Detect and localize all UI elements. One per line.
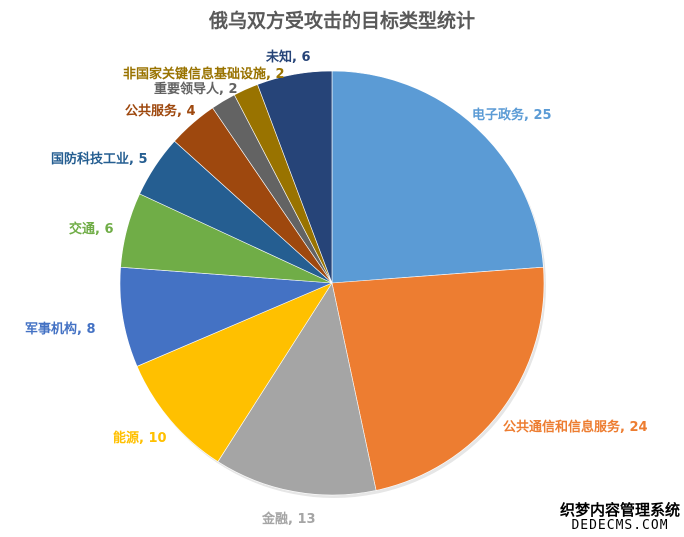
pie-slice bbox=[136, 282, 333, 463]
watermark-cn: 织梦内容管理系统 bbox=[559, 501, 680, 519]
data-label: 非国家关键信息基础设施, 2 bbox=[123, 67, 285, 82]
pie-slice bbox=[331, 70, 544, 284]
pie-slice bbox=[331, 266, 545, 491]
data-label: 未知, 6 bbox=[266, 50, 311, 65]
pie-slice bbox=[119, 266, 333, 367]
data-label: 重要领导人, 2 bbox=[154, 82, 238, 97]
data-label: 公共服务, 4 bbox=[125, 104, 196, 119]
data-label: 金融, 13 bbox=[262, 512, 316, 527]
data-label: 军事机构, 8 bbox=[25, 322, 96, 337]
data-label: 电子政务, 25 bbox=[472, 108, 552, 123]
pie-slice bbox=[257, 70, 333, 284]
data-label: 能源, 10 bbox=[113, 431, 167, 446]
watermark-en: DEDECMS.COM bbox=[571, 518, 669, 533]
pie-slice bbox=[217, 282, 377, 496]
chart-title: 俄乌双方受攻击的目标类型统计 bbox=[208, 10, 475, 32]
data-label: 国防科技工业, 5 bbox=[51, 152, 148, 167]
watermark: 织梦内容管理系统 DEDECMS.COM bbox=[559, 501, 680, 533]
data-label: 交通, 6 bbox=[69, 222, 114, 237]
data-label: 公共通信和信息服务, 24 bbox=[503, 420, 648, 435]
